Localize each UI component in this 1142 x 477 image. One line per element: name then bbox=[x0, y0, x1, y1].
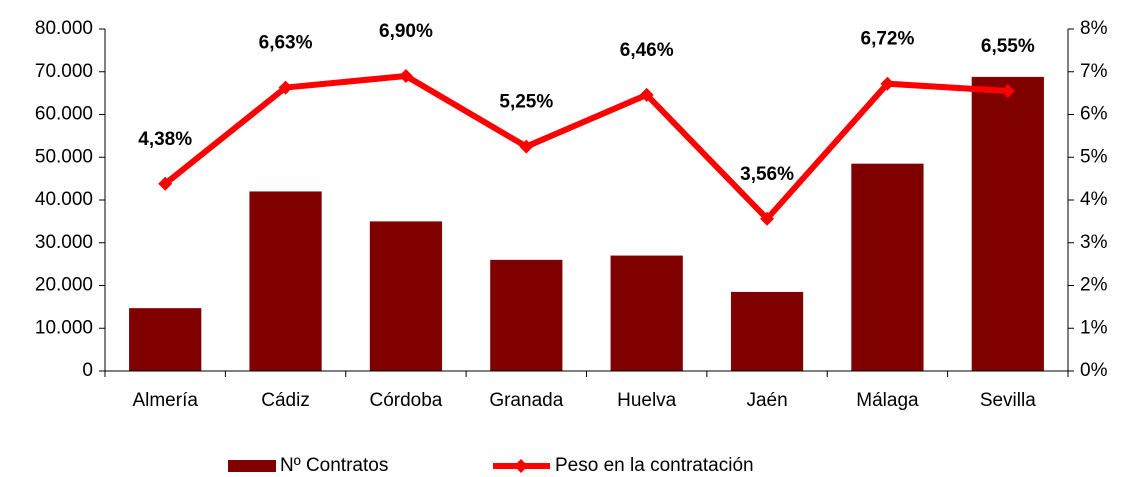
line bbox=[163, 73, 1008, 222]
y-tick-label: 40.000 bbox=[35, 189, 93, 210]
data-label: 6,72% bbox=[861, 29, 915, 50]
marker bbox=[158, 176, 173, 191]
data-label: 4,38% bbox=[138, 129, 192, 150]
y2-tick-label: 7% bbox=[1080, 61, 1108, 82]
y2-tick-label: 8% bbox=[1080, 18, 1108, 39]
y-tick-label: 50.000 bbox=[35, 146, 93, 167]
y-tick-label: 20.000 bbox=[35, 275, 93, 296]
x-tick-label: Granada bbox=[489, 390, 563, 411]
y-tick-label: 0 bbox=[82, 360, 93, 381]
y2-tick-label: 0% bbox=[1080, 360, 1108, 381]
y-tick-label: 70.000 bbox=[35, 61, 93, 82]
x-tick-label: Sevilla bbox=[980, 390, 1036, 411]
bar bbox=[971, 76, 1044, 371]
x-tick-label: Huelva bbox=[617, 390, 677, 411]
y2-tick-label: 6% bbox=[1080, 104, 1108, 125]
marker bbox=[639, 87, 654, 102]
bar bbox=[369, 221, 443, 371]
data-label: 6,63% bbox=[259, 33, 313, 54]
data-label: 6,46% bbox=[620, 40, 674, 61]
y-tick-label: 80.000 bbox=[35, 18, 93, 39]
data-label: 6,55% bbox=[981, 36, 1035, 57]
y2-tick-label: 1% bbox=[1080, 317, 1108, 338]
legend-swatch bbox=[228, 460, 276, 472]
marker bbox=[519, 139, 534, 154]
data-label: 6,90% bbox=[379, 21, 433, 42]
bar bbox=[851, 163, 924, 371]
marker bbox=[880, 76, 895, 91]
x-tick-label: Cádiz bbox=[261, 390, 310, 411]
y2-tick-label: 4% bbox=[1080, 189, 1108, 210]
y2-tick-label: 5% bbox=[1080, 146, 1108, 167]
x-tick-label: Almería bbox=[132, 390, 198, 411]
marker bbox=[398, 69, 413, 84]
marker bbox=[1000, 83, 1015, 98]
bar bbox=[490, 259, 563, 371]
y-tick-label: 10.000 bbox=[35, 317, 93, 338]
data-label: 5,25% bbox=[499, 92, 553, 113]
data-label: 3,56% bbox=[740, 164, 794, 185]
bar bbox=[249, 191, 322, 371]
bar bbox=[610, 255, 683, 371]
y2-tick-label: 3% bbox=[1080, 232, 1108, 253]
x-tick-label: Córdoba bbox=[369, 390, 442, 411]
x-tick-label: Jaén bbox=[746, 390, 787, 411]
legend-label: Peso en la contratación bbox=[555, 455, 754, 476]
y-tick-label: 30.000 bbox=[35, 232, 93, 253]
marker bbox=[278, 80, 293, 95]
x-tick-label: Málaga bbox=[856, 390, 919, 411]
y-tick-label: 60.000 bbox=[35, 104, 93, 125]
legend-marker bbox=[514, 459, 528, 473]
legend-label: Nº Contratos bbox=[280, 455, 388, 476]
bar bbox=[730, 291, 804, 371]
y2-tick-label: 2% bbox=[1080, 275, 1108, 296]
marker bbox=[760, 211, 775, 226]
bar bbox=[129, 308, 202, 371]
